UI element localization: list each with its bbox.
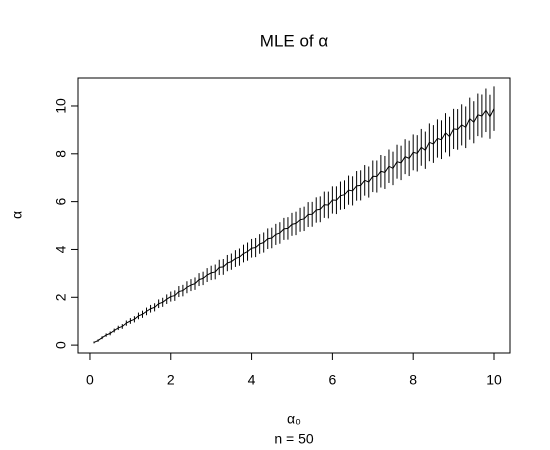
y-tick-label: 10 — [53, 98, 69, 114]
y-axis-label: α — [9, 211, 25, 219]
subtitle: n = 50 — [274, 431, 314, 447]
y-tick-label: 6 — [53, 198, 69, 206]
line — [93, 108, 495, 343]
x-tick-label: 0 — [86, 372, 94, 388]
y-tick-label: 8 — [53, 150, 69, 158]
y-tick-label: 4 — [53, 245, 69, 253]
x-tick-label: 4 — [248, 372, 256, 388]
x-tick-label: 8 — [409, 372, 417, 388]
x-tick-label: 10 — [486, 372, 502, 388]
y-tick-label: 2 — [53, 293, 69, 301]
y-tick-label: 0 — [53, 341, 69, 349]
chart-title: MLE of α — [260, 31, 329, 50]
x-tick-label: 2 — [167, 372, 175, 388]
x-tick-label: 6 — [328, 372, 336, 388]
x-axis-label: α₀ — [287, 411, 301, 427]
